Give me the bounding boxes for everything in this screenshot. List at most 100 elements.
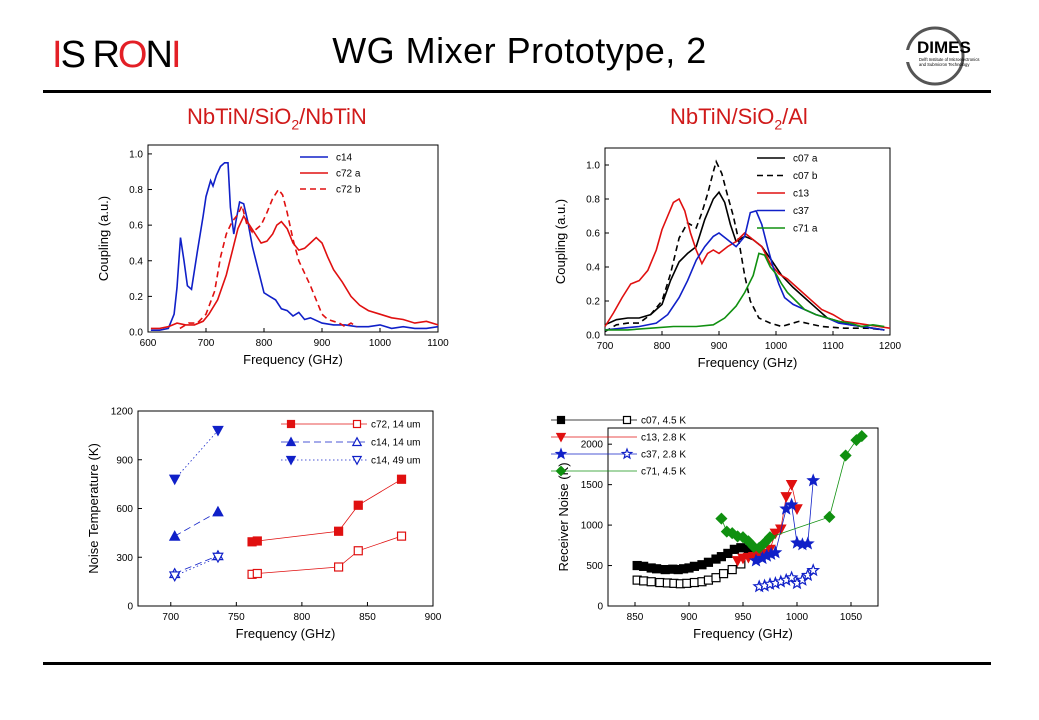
y-tick-label: 1500 xyxy=(581,480,604,491)
y-axis-label: Noise Temperature (K) xyxy=(86,443,101,574)
data-point xyxy=(736,531,750,544)
series-line xyxy=(252,535,402,575)
series-line xyxy=(721,435,863,549)
x-axis-label: Frequency (GHz) xyxy=(236,626,336,641)
x-tick-label: 850 xyxy=(627,612,644,623)
legend-marker xyxy=(555,432,567,443)
data-point xyxy=(168,474,181,486)
data-point xyxy=(806,473,821,487)
data-point xyxy=(639,561,649,571)
y-tick-label: 0.4 xyxy=(586,263,600,274)
chart-noise-temperature: 700 750 800 850 900 0 300 600 900 1200 Frequency (… xyxy=(86,407,442,642)
x-axis-label: Frequency (GHz) xyxy=(243,352,343,367)
legend-label: c71 a xyxy=(793,224,818,235)
legend-marker xyxy=(351,436,363,447)
data-point xyxy=(651,564,662,574)
y-axis-label: Coupling (a.u.) xyxy=(553,199,568,284)
chart-plot: 600 700 800 900 1000 1100 0.0 0.2 0.4 0.6 0.8 1.0 Fr… xyxy=(96,144,449,367)
dimes-logo-line2: and Submicron Technology xyxy=(919,62,970,67)
data-point xyxy=(800,536,815,550)
chart-coupling-nbtin: 600 700 800 900 1000 1100 0.0 0.2 0.4 0.6 0.8 1.0 Fr… xyxy=(96,144,449,367)
legend-marker xyxy=(351,455,363,466)
y-tick-label: 1.0 xyxy=(129,149,143,160)
y-tick-label: 2000 xyxy=(581,440,604,451)
data-point xyxy=(682,578,692,588)
data-point xyxy=(689,561,699,571)
data-point xyxy=(780,492,793,503)
data-point xyxy=(727,564,737,575)
legend-label: c72, 14 um xyxy=(371,420,420,431)
series-line xyxy=(174,555,219,574)
series-line xyxy=(174,511,219,537)
x-tick-label: 750 xyxy=(228,612,245,623)
legend-marker xyxy=(620,447,634,460)
data-point xyxy=(839,449,852,462)
legend-label: c13 xyxy=(793,189,810,200)
x-tick-label: 1000 xyxy=(369,338,392,349)
subtitle-right-pre: NbTiN/SiO xyxy=(670,104,775,129)
data-point xyxy=(353,546,363,556)
data-point xyxy=(736,543,746,553)
x-tick-label: 1100 xyxy=(427,338,449,349)
legend-label: c13, 2.8 K xyxy=(641,433,686,444)
y-tick-label: 1.0 xyxy=(586,161,600,172)
y-tick-label: 900 xyxy=(116,455,133,466)
y-axis-label: Coupling (a.u.) xyxy=(96,196,111,281)
series-line xyxy=(174,556,219,577)
chart-legend: c14 c72 a c72 b xyxy=(300,153,361,196)
legend-marker xyxy=(286,419,296,429)
x-tick-label: 800 xyxy=(654,341,671,352)
page-title: WG Mixer Prototype, 2 xyxy=(332,30,707,71)
data-point xyxy=(703,557,714,567)
legend-marker xyxy=(555,465,567,477)
x-tick-label: 700 xyxy=(597,341,614,352)
x-tick-label: 1000 xyxy=(765,341,788,352)
subtitle-right: NbTiN/SiO2/Al xyxy=(670,104,808,132)
data-point xyxy=(785,480,798,491)
x-tick-label: 900 xyxy=(681,612,698,623)
x-tick-label: 1000 xyxy=(786,612,809,623)
series-line xyxy=(604,159,885,333)
data-point xyxy=(711,573,721,583)
chart-legend: c07 a c07 b c13 c37 c71 a xyxy=(757,154,818,235)
subtitle-left-pre: NbTiN/SiO xyxy=(187,104,292,129)
data-point xyxy=(769,528,782,540)
legend-label: c72 b xyxy=(336,185,361,196)
dimes-logo: DIMES Delft Institute of Microelectronic… xyxy=(905,26,980,86)
data-point xyxy=(718,569,729,579)
legend-label: c07 a xyxy=(793,154,818,165)
x-tick-label: 800 xyxy=(256,338,273,349)
data-point xyxy=(252,568,262,579)
y-tick-label: 0 xyxy=(127,602,133,613)
chart-legend: c72, 14 um c14, 14 um c14, 49 um xyxy=(281,420,420,467)
legend-marker xyxy=(352,419,362,429)
data-point xyxy=(703,575,714,585)
legend-label: c14 xyxy=(336,153,353,164)
data-point xyxy=(823,510,836,524)
subtitle-left: NbTiN/SiO2/NbTiN xyxy=(187,104,367,132)
legend-marker xyxy=(285,436,297,447)
subtitle-left-sub: 2 xyxy=(291,116,300,133)
chart-legend: c07, 4.5 K c13, 2.8 K c37, 2.8 K c71, 4.5 K xyxy=(551,416,686,478)
y-tick-label: 600 xyxy=(116,504,133,515)
chart-plot: 700 750 800 850 900 0 300 600 900 1200 Frequency (… xyxy=(86,407,442,642)
y-tick-label: 0.6 xyxy=(129,221,143,232)
data-point xyxy=(806,563,821,577)
data-point xyxy=(168,571,181,582)
series-line xyxy=(605,252,885,331)
data-point xyxy=(715,512,728,525)
x-tick-label: 900 xyxy=(314,338,331,349)
series-line xyxy=(604,190,885,331)
series-line xyxy=(150,161,439,331)
legend-label: c72 a xyxy=(336,169,361,180)
legend-label: c37, 2.8 K xyxy=(641,450,686,461)
data-point xyxy=(689,577,699,588)
legend-label: c07 b xyxy=(793,171,818,182)
y-tick-label: 0.2 xyxy=(586,297,600,308)
x-axis-label: Frequency (GHz) xyxy=(693,626,793,641)
data-point xyxy=(212,552,224,564)
y-tick-label: 0.0 xyxy=(129,328,143,339)
series-line xyxy=(179,188,358,330)
chart-plot: 850 900 950 1000 1050 0 500 1000 1500 2000 Frequen… xyxy=(556,427,879,641)
x-tick-label: 850 xyxy=(359,612,376,623)
